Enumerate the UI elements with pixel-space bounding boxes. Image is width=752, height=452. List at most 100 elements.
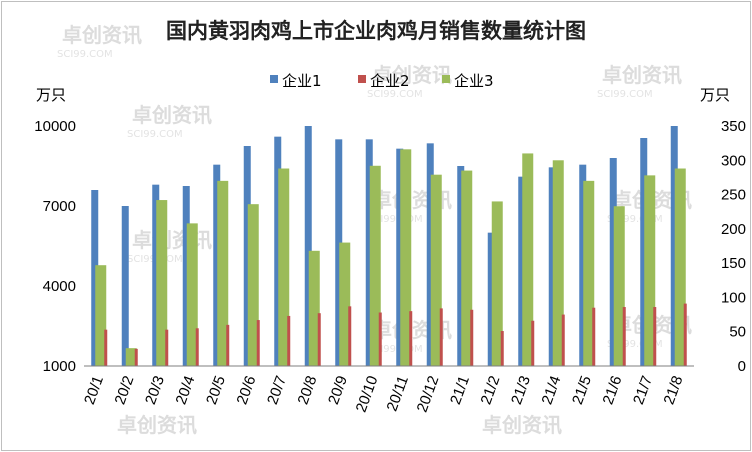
bar-2-overlay bbox=[134, 348, 138, 366]
bar-3 bbox=[400, 149, 412, 366]
right-tick-label: 150 bbox=[721, 255, 746, 272]
bar-3 bbox=[491, 201, 503, 366]
bar-2-overlay bbox=[256, 320, 260, 366]
bar-1 bbox=[487, 232, 495, 366]
bar-3 bbox=[125, 348, 137, 366]
bar-1 bbox=[335, 139, 343, 366]
bar-1 bbox=[274, 136, 282, 366]
bar-3 bbox=[674, 168, 686, 366]
category-label: 20/12 bbox=[414, 374, 443, 415]
category-label: 20/9 bbox=[325, 374, 351, 407]
bar-3 bbox=[644, 175, 656, 366]
bar-1 bbox=[213, 164, 221, 366]
bar-3 bbox=[186, 223, 198, 366]
category-label: 21/2 bbox=[478, 374, 504, 407]
category-label: 20/7 bbox=[264, 374, 290, 407]
svg-text:SCI99.COM: SCI99.COM bbox=[57, 49, 113, 60]
right-tick-label: 350 bbox=[721, 118, 746, 135]
legend-swatch bbox=[358, 75, 366, 83]
bar-1 bbox=[152, 184, 160, 366]
bar-1 bbox=[243, 146, 251, 366]
svg-text:SCI99.COM: SCI99.COM bbox=[607, 214, 663, 225]
svg-text:卓创资讯: 卓创资讯 bbox=[372, 63, 452, 87]
bar-1 bbox=[457, 166, 465, 366]
bar-2-overlay bbox=[500, 331, 504, 366]
category-labels: 20/1 20/2 20/3 20/4 20/5 20/6 20/7 20/8 20/9 20/1… bbox=[81, 374, 686, 415]
bar-2-overlay bbox=[622, 307, 626, 366]
bar-1 bbox=[365, 139, 373, 366]
category-label: 20/11 bbox=[384, 374, 412, 414]
bars bbox=[91, 126, 687, 366]
bar-1 bbox=[670, 126, 678, 366]
bar-2-overlay bbox=[470, 309, 474, 366]
svg-text:卓创资讯: 卓创资讯 bbox=[117, 413, 197, 437]
category-label: 20/3 bbox=[142, 374, 168, 407]
legend-swatch bbox=[442, 75, 450, 83]
bar-1 bbox=[609, 158, 617, 366]
legend-label: 企业2 bbox=[370, 72, 410, 90]
category-label: 21/8 bbox=[661, 374, 687, 407]
bar-1 bbox=[518, 176, 526, 366]
bar-3 bbox=[583, 180, 595, 366]
bar-3 bbox=[247, 204, 259, 366]
bar-3 bbox=[217, 180, 229, 366]
legend-swatch bbox=[270, 75, 278, 83]
svg-text:卓创资讯: 卓创资讯 bbox=[482, 413, 562, 437]
bar-1 bbox=[396, 148, 404, 366]
category-label: 21/3 bbox=[508, 374, 534, 407]
bar-3 bbox=[95, 265, 107, 366]
bar-1 bbox=[426, 143, 434, 366]
category-label: 20/5 bbox=[203, 374, 229, 407]
bar-2-overlay bbox=[531, 320, 535, 366]
bar-2-overlay bbox=[653, 307, 657, 366]
bar-2-overlay bbox=[165, 329, 169, 366]
category-label: 20/10 bbox=[353, 374, 382, 415]
left-tick-label: 1000 bbox=[43, 358, 76, 375]
bar-2-overlay bbox=[226, 324, 230, 366]
chart-title: 国内黄羽肉鸡上市企业肉鸡月销售数量统计图 bbox=[166, 19, 586, 43]
left-tick-label: 4000 bbox=[43, 278, 76, 295]
bar-2-overlay bbox=[409, 311, 413, 366]
right-tick-label: 0 bbox=[738, 358, 746, 375]
bar-3 bbox=[461, 170, 473, 366]
svg-text:SCI99.COM: SCI99.COM bbox=[597, 89, 653, 100]
legend: 企业1 企业2 企业3 bbox=[270, 72, 494, 90]
svg-text:卓创资讯: 卓创资讯 bbox=[602, 63, 682, 87]
svg-text:SCI99.COM: SCI99.COM bbox=[367, 344, 423, 355]
legend-label: 企业1 bbox=[282, 72, 322, 90]
bar-3 bbox=[613, 206, 625, 366]
legend-label: 企业3 bbox=[454, 72, 494, 90]
bar-1 bbox=[548, 167, 556, 366]
bar-3 bbox=[156, 200, 168, 366]
category-label: 21/4 bbox=[539, 374, 565, 407]
right-axis-ticks: 0 50 100 150 200 250 300 350 bbox=[721, 118, 746, 375]
bar-3 bbox=[369, 165, 381, 366]
category-label: 20/2 bbox=[112, 374, 138, 407]
bar-3 bbox=[308, 250, 320, 366]
category-label: 21/1 bbox=[447, 374, 473, 407]
category-label: 20/4 bbox=[173, 374, 199, 407]
bar-2-overlay bbox=[104, 329, 108, 366]
svg-text:卓创资讯: 卓创资讯 bbox=[62, 23, 142, 47]
bar-3 bbox=[430, 174, 442, 366]
bar-1 bbox=[121, 206, 129, 366]
bar-2-overlay bbox=[439, 308, 443, 366]
category-label: 21/7 bbox=[630, 374, 656, 407]
bar-2-overlay bbox=[287, 315, 291, 366]
bar-2-overlay bbox=[561, 314, 565, 366]
svg-text:SCI99.COM: SCI99.COM bbox=[607, 339, 663, 350]
category-label: 20/1 bbox=[81, 374, 107, 407]
category-label: 20/8 bbox=[295, 374, 321, 407]
bar-1 bbox=[182, 186, 190, 366]
bar-2-overlay bbox=[683, 303, 687, 366]
bar-3 bbox=[278, 168, 290, 366]
bar-3 bbox=[522, 153, 534, 366]
right-tick-label: 250 bbox=[721, 187, 746, 204]
category-label: 21/5 bbox=[569, 374, 595, 407]
bar-1 bbox=[640, 138, 648, 366]
right-tick-label: 100 bbox=[721, 289, 746, 306]
svg-text:卓创资讯: 卓创资讯 bbox=[132, 228, 212, 252]
left-axis-ticks: 1000 4000 7000 10000 bbox=[34, 118, 76, 375]
bar-1 bbox=[579, 164, 587, 366]
